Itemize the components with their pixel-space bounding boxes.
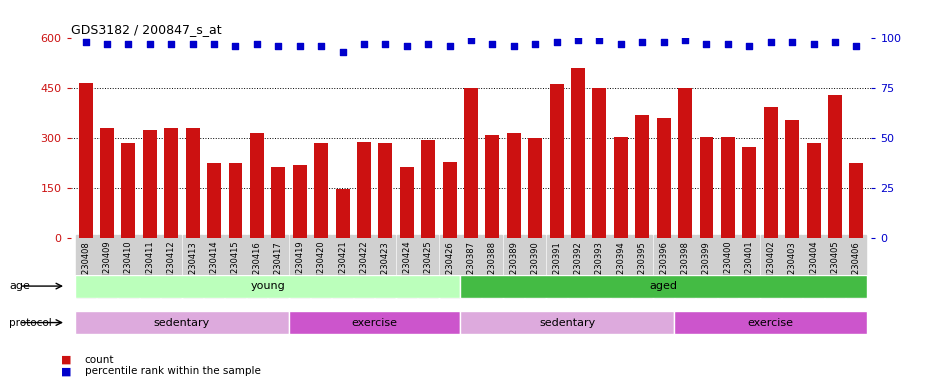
Point — [827, 39, 842, 45]
Bar — [75, 275, 461, 298]
Text: age: age — [9, 281, 30, 291]
Bar — [635, 115, 649, 238]
Bar — [143, 130, 156, 238]
Bar — [271, 167, 285, 238]
Point — [292, 43, 307, 50]
Bar — [100, 128, 114, 238]
Bar — [122, 143, 136, 238]
Point — [121, 41, 136, 48]
Bar — [674, 311, 867, 334]
Bar — [742, 147, 756, 238]
Bar — [786, 120, 799, 238]
Bar — [614, 137, 627, 238]
Point — [399, 43, 414, 50]
Bar — [379, 143, 392, 238]
Bar — [828, 95, 842, 238]
Point — [785, 39, 800, 45]
Point — [164, 41, 179, 48]
Point — [206, 41, 221, 48]
Text: GDS3182 / 200847_s_at: GDS3182 / 200847_s_at — [71, 23, 221, 36]
Bar — [461, 275, 867, 298]
Point — [528, 41, 543, 48]
Point — [228, 43, 243, 50]
Point — [506, 43, 521, 50]
Bar — [464, 88, 478, 238]
Bar — [528, 138, 543, 238]
Text: exercise: exercise — [351, 318, 398, 328]
Bar — [186, 128, 200, 238]
Point — [485, 41, 500, 48]
Bar — [485, 135, 499, 238]
Bar — [806, 143, 820, 238]
Bar — [550, 84, 563, 238]
Point — [78, 39, 93, 45]
Bar — [507, 133, 521, 238]
Bar — [764, 107, 778, 238]
Point — [250, 41, 265, 48]
Text: ■: ■ — [61, 355, 72, 365]
Point — [463, 37, 479, 43]
Point — [421, 41, 436, 48]
Point — [699, 41, 714, 48]
Point — [314, 43, 329, 50]
Point — [571, 37, 586, 43]
Bar — [461, 311, 674, 334]
Text: count: count — [85, 355, 114, 365]
Point — [613, 41, 628, 48]
Point — [806, 41, 821, 48]
Text: percentile rank within the sample: percentile rank within the sample — [85, 366, 261, 376]
Point — [849, 43, 864, 50]
Bar — [571, 68, 585, 238]
Bar — [678, 88, 692, 238]
Point — [186, 41, 201, 48]
Point — [335, 49, 350, 55]
Bar — [79, 83, 92, 238]
Bar — [399, 167, 414, 238]
Bar — [443, 162, 457, 238]
Point — [442, 43, 457, 50]
Bar — [593, 88, 607, 238]
Bar — [207, 163, 221, 238]
Point — [549, 39, 564, 45]
Point — [657, 39, 672, 45]
Point — [741, 43, 756, 50]
Point — [635, 39, 650, 45]
Bar — [229, 163, 242, 238]
Point — [721, 41, 736, 48]
Bar — [850, 163, 863, 238]
Point — [142, 41, 157, 48]
Bar — [164, 128, 178, 238]
Text: exercise: exercise — [748, 318, 794, 328]
Point — [100, 41, 115, 48]
Text: sedentary: sedentary — [539, 318, 595, 328]
Bar — [357, 142, 371, 238]
Text: sedentary: sedentary — [154, 318, 210, 328]
Point — [677, 37, 692, 43]
Bar — [335, 189, 349, 238]
Point — [356, 41, 371, 48]
Bar — [421, 140, 435, 238]
Text: ■: ■ — [61, 366, 72, 376]
Bar — [289, 311, 461, 334]
Point — [378, 41, 393, 48]
Bar — [293, 165, 307, 238]
Bar — [75, 311, 289, 334]
Text: young: young — [251, 281, 285, 291]
Point — [592, 37, 607, 43]
Bar — [700, 137, 713, 238]
Bar — [721, 137, 735, 238]
Bar — [250, 133, 264, 238]
Bar — [657, 118, 671, 238]
Bar — [315, 143, 328, 238]
Text: aged: aged — [650, 281, 677, 291]
Point — [763, 39, 778, 45]
Text: protocol: protocol — [9, 318, 52, 328]
Point — [270, 43, 285, 50]
